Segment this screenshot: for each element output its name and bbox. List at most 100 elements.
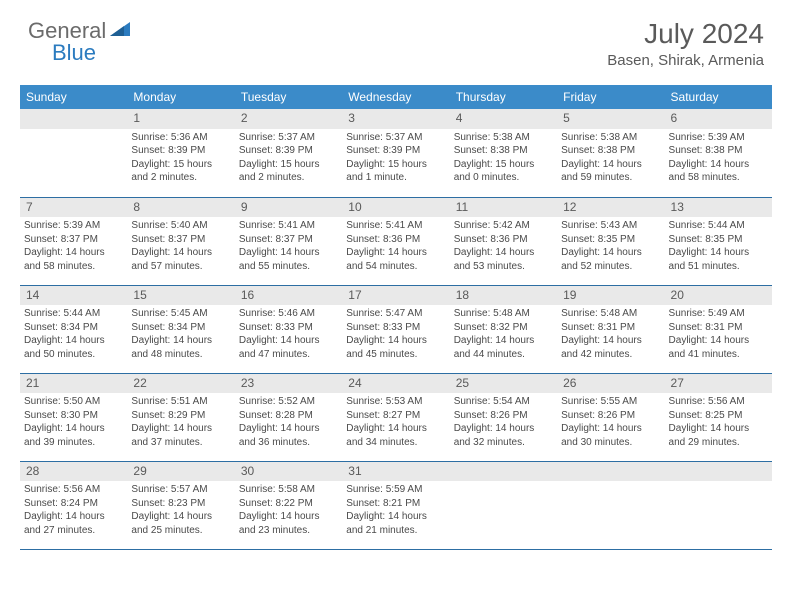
day-details: Sunrise: 5:48 AMSunset: 8:31 PMDaylight:… (557, 305, 664, 365)
day-number: 25 (450, 374, 557, 394)
weekday-sunday: Sunday (20, 85, 127, 109)
day-number (557, 462, 664, 482)
day-details: Sunrise: 5:55 AMSunset: 8:26 PMDaylight:… (557, 393, 664, 453)
day-number: 31 (342, 462, 449, 482)
day-number: 29 (127, 462, 234, 482)
day-number: 12 (557, 198, 664, 218)
day-number (665, 462, 772, 482)
weekday-saturday: Saturday (665, 85, 772, 109)
day-cell-7: 7Sunrise: 5:39 AMSunset: 8:37 PMDaylight… (20, 197, 127, 285)
day-cell-17: 17Sunrise: 5:47 AMSunset: 8:33 PMDayligh… (342, 285, 449, 373)
day-details: Sunrise: 5:54 AMSunset: 8:26 PMDaylight:… (450, 393, 557, 453)
weekday-friday: Friday (557, 85, 664, 109)
day-number: 27 (665, 374, 772, 394)
day-number: 17 (342, 286, 449, 306)
day-number: 13 (665, 198, 772, 218)
day-number: 15 (127, 286, 234, 306)
day-number: 6 (665, 109, 772, 129)
day-details: Sunrise: 5:47 AMSunset: 8:33 PMDaylight:… (342, 305, 449, 365)
day-number: 9 (235, 198, 342, 218)
day-cell-15: 15Sunrise: 5:45 AMSunset: 8:34 PMDayligh… (127, 285, 234, 373)
day-details: Sunrise: 5:51 AMSunset: 8:29 PMDaylight:… (127, 393, 234, 453)
day-cell-21: 21Sunrise: 5:50 AMSunset: 8:30 PMDayligh… (20, 373, 127, 461)
day-details: Sunrise: 5:39 AMSunset: 8:37 PMDaylight:… (20, 217, 127, 277)
day-details: Sunrise: 5:38 AMSunset: 8:38 PMDaylight:… (450, 129, 557, 189)
weekday-tuesday: Tuesday (235, 85, 342, 109)
day-number: 5 (557, 109, 664, 129)
day-number (450, 462, 557, 482)
day-cell-26: 26Sunrise: 5:55 AMSunset: 8:26 PMDayligh… (557, 373, 664, 461)
day-number: 22 (127, 374, 234, 394)
day-number: 7 (20, 198, 127, 218)
day-details: Sunrise: 5:42 AMSunset: 8:36 PMDaylight:… (450, 217, 557, 277)
day-details: Sunrise: 5:39 AMSunset: 8:38 PMDaylight:… (665, 129, 772, 189)
title-block: July 2024 Basen, Shirak, Armenia (607, 18, 764, 69)
weekday-thursday: Thursday (450, 85, 557, 109)
day-details: Sunrise: 5:57 AMSunset: 8:23 PMDaylight:… (127, 481, 234, 541)
day-number: 23 (235, 374, 342, 394)
logo-text-blue: Blue (52, 40, 96, 66)
day-details: Sunrise: 5:41 AMSunset: 8:37 PMDaylight:… (235, 217, 342, 277)
day-details: Sunrise: 5:50 AMSunset: 8:30 PMDaylight:… (20, 393, 127, 453)
day-cell-1: 1Sunrise: 5:36 AMSunset: 8:39 PMDaylight… (127, 109, 234, 197)
day-cell-24: 24Sunrise: 5:53 AMSunset: 8:27 PMDayligh… (342, 373, 449, 461)
day-details: Sunrise: 5:56 AMSunset: 8:24 PMDaylight:… (20, 481, 127, 541)
day-details: Sunrise: 5:45 AMSunset: 8:34 PMDaylight:… (127, 305, 234, 365)
day-cell-8: 8Sunrise: 5:40 AMSunset: 8:37 PMDaylight… (127, 197, 234, 285)
day-number: 21 (20, 374, 127, 394)
day-cell-22: 22Sunrise: 5:51 AMSunset: 8:29 PMDayligh… (127, 373, 234, 461)
day-cell-28: 28Sunrise: 5:56 AMSunset: 8:24 PMDayligh… (20, 461, 127, 549)
day-number: 1 (127, 109, 234, 129)
day-number: 11 (450, 198, 557, 218)
week-row: 1Sunrise: 5:36 AMSunset: 8:39 PMDaylight… (20, 109, 772, 197)
day-details: Sunrise: 5:56 AMSunset: 8:25 PMDaylight:… (665, 393, 772, 453)
weekday-header-row: SundayMondayTuesdayWednesdayThursdayFrid… (20, 85, 772, 109)
day-details: Sunrise: 5:37 AMSunset: 8:39 PMDaylight:… (235, 129, 342, 189)
day-number: 24 (342, 374, 449, 394)
day-number: 3 (342, 109, 449, 129)
day-details: Sunrise: 5:38 AMSunset: 8:38 PMDaylight:… (557, 129, 664, 189)
day-cell-20: 20Sunrise: 5:49 AMSunset: 8:31 PMDayligh… (665, 285, 772, 373)
logo: General Blue (28, 18, 134, 44)
day-cell-23: 23Sunrise: 5:52 AMSunset: 8:28 PMDayligh… (235, 373, 342, 461)
day-cell-27: 27Sunrise: 5:56 AMSunset: 8:25 PMDayligh… (665, 373, 772, 461)
day-cell-29: 29Sunrise: 5:57 AMSunset: 8:23 PMDayligh… (127, 461, 234, 549)
day-details: Sunrise: 5:44 AMSunset: 8:35 PMDaylight:… (665, 217, 772, 277)
day-number: 2 (235, 109, 342, 129)
day-number: 16 (235, 286, 342, 306)
location-text: Basen, Shirak, Armenia (607, 52, 764, 69)
day-details: Sunrise: 5:44 AMSunset: 8:34 PMDaylight:… (20, 305, 127, 365)
day-cell-25: 25Sunrise: 5:54 AMSunset: 8:26 PMDayligh… (450, 373, 557, 461)
day-number: 8 (127, 198, 234, 218)
day-details: Sunrise: 5:36 AMSunset: 8:39 PMDaylight:… (127, 129, 234, 189)
day-details: Sunrise: 5:58 AMSunset: 8:22 PMDaylight:… (235, 481, 342, 541)
day-details: Sunrise: 5:43 AMSunset: 8:35 PMDaylight:… (557, 217, 664, 277)
day-cell-16: 16Sunrise: 5:46 AMSunset: 8:33 PMDayligh… (235, 285, 342, 373)
day-number: 20 (665, 286, 772, 306)
day-cell-empty (557, 461, 664, 549)
day-cell-2: 2Sunrise: 5:37 AMSunset: 8:39 PMDaylight… (235, 109, 342, 197)
day-cell-30: 30Sunrise: 5:58 AMSunset: 8:22 PMDayligh… (235, 461, 342, 549)
day-details: Sunrise: 5:53 AMSunset: 8:27 PMDaylight:… (342, 393, 449, 453)
month-title: July 2024 (607, 18, 764, 50)
day-cell-12: 12Sunrise: 5:43 AMSunset: 8:35 PMDayligh… (557, 197, 664, 285)
weekday-monday: Monday (127, 85, 234, 109)
day-number: 26 (557, 374, 664, 394)
week-row: 28Sunrise: 5:56 AMSunset: 8:24 PMDayligh… (20, 461, 772, 549)
day-details: Sunrise: 5:49 AMSunset: 8:31 PMDaylight:… (665, 305, 772, 365)
day-details: Sunrise: 5:52 AMSunset: 8:28 PMDaylight:… (235, 393, 342, 453)
day-details: Sunrise: 5:48 AMSunset: 8:32 PMDaylight:… (450, 305, 557, 365)
day-cell-14: 14Sunrise: 5:44 AMSunset: 8:34 PMDayligh… (20, 285, 127, 373)
day-number: 4 (450, 109, 557, 129)
week-row: 14Sunrise: 5:44 AMSunset: 8:34 PMDayligh… (20, 285, 772, 373)
day-details: Sunrise: 5:40 AMSunset: 8:37 PMDaylight:… (127, 217, 234, 277)
day-number: 28 (20, 462, 127, 482)
day-cell-10: 10Sunrise: 5:41 AMSunset: 8:36 PMDayligh… (342, 197, 449, 285)
day-cell-empty (450, 461, 557, 549)
day-number: 14 (20, 286, 127, 306)
day-cell-18: 18Sunrise: 5:48 AMSunset: 8:32 PMDayligh… (450, 285, 557, 373)
day-cell-4: 4Sunrise: 5:38 AMSunset: 8:38 PMDaylight… (450, 109, 557, 197)
week-row: 7Sunrise: 5:39 AMSunset: 8:37 PMDaylight… (20, 197, 772, 285)
day-cell-9: 9Sunrise: 5:41 AMSunset: 8:37 PMDaylight… (235, 197, 342, 285)
day-cell-empty (665, 461, 772, 549)
